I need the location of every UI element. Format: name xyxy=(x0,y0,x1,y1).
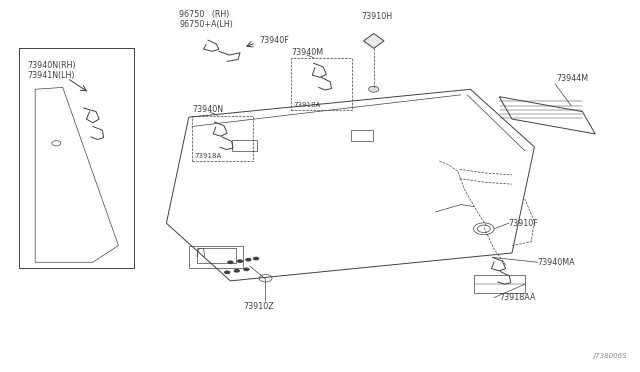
Circle shape xyxy=(369,86,379,92)
Text: 73941N(LH): 73941N(LH) xyxy=(27,71,74,80)
Bar xyxy=(189,246,243,268)
Bar xyxy=(474,275,525,293)
Text: J738006S: J738006S xyxy=(593,353,627,359)
Text: 73940MA: 73940MA xyxy=(538,258,575,267)
Text: 73910H: 73910H xyxy=(362,12,393,21)
Text: 73918A: 73918A xyxy=(293,102,321,108)
Text: 96750+A(LH): 96750+A(LH) xyxy=(179,20,233,29)
Bar xyxy=(232,140,257,151)
Circle shape xyxy=(237,259,243,263)
Circle shape xyxy=(253,257,259,260)
Polygon shape xyxy=(364,33,384,48)
Circle shape xyxy=(234,269,240,273)
Circle shape xyxy=(224,270,230,274)
Text: 73940F: 73940F xyxy=(259,36,289,45)
Bar xyxy=(192,116,253,161)
Text: 73918AA: 73918AA xyxy=(499,293,536,302)
Text: 73940N(RH): 73940N(RH) xyxy=(27,61,76,70)
Bar xyxy=(291,58,352,110)
Text: 96750   (RH): 96750 (RH) xyxy=(179,10,230,19)
Text: 73940N: 73940N xyxy=(192,105,223,114)
Text: 73910F: 73910F xyxy=(509,219,538,228)
Circle shape xyxy=(245,258,252,262)
Text: 73940M: 73940M xyxy=(291,48,323,57)
Bar xyxy=(19,48,134,268)
Text: 73910Z: 73910Z xyxy=(243,302,274,311)
Text: 73918A: 73918A xyxy=(195,153,222,159)
Bar xyxy=(351,130,373,141)
Bar xyxy=(197,248,236,263)
Text: 73944M: 73944M xyxy=(557,74,589,83)
Circle shape xyxy=(227,260,234,264)
Circle shape xyxy=(243,267,250,271)
